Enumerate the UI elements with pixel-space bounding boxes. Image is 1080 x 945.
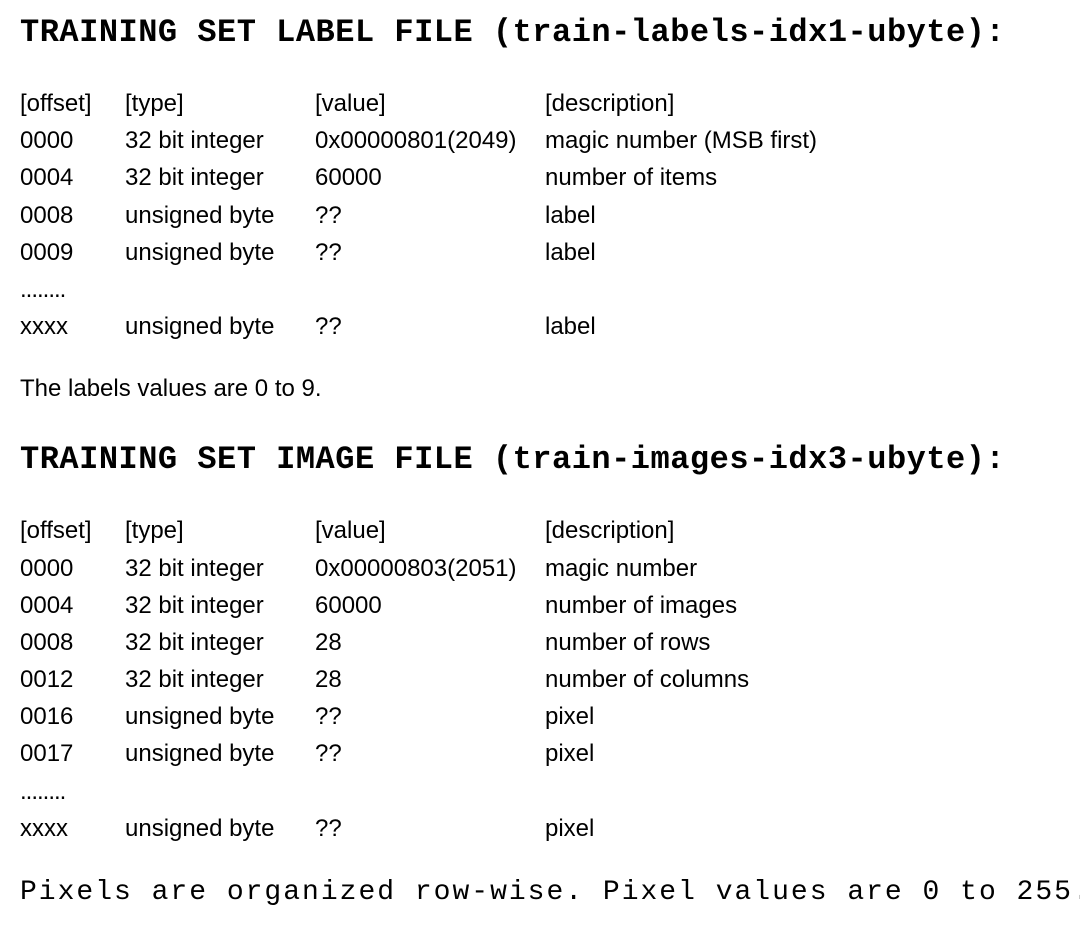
ellipsis-row: ........ (20, 773, 1060, 810)
cell-type: 32 bit integer (125, 661, 315, 698)
header-description: [description] (545, 512, 1060, 549)
header-description: [description] (545, 85, 1060, 122)
cell-offset: 0008 (20, 197, 125, 234)
cell-type: 32 bit integer (125, 624, 315, 661)
cell-offset: 0000 (20, 550, 125, 587)
ellipsis-row: ........ (20, 271, 1060, 308)
label-range-note: The labels values are 0 to 9. (20, 375, 1060, 403)
cell-description: number of items (545, 159, 1060, 196)
cell-value: 0x00000803(2051) (315, 550, 545, 587)
cell-value: ?? (315, 234, 545, 271)
table-header-row: [offset] [type] [value] [description] (20, 512, 1060, 549)
table-row: 0016 unsigned byte ?? pixel (20, 698, 1060, 735)
cell-type: unsigned byte (125, 197, 315, 234)
table-row: 0004 32 bit integer 60000 number of imag… (20, 587, 1060, 624)
cell-offset: 0012 (20, 661, 125, 698)
cell-description: label (545, 197, 1060, 234)
ellipsis: ........ (20, 773, 65, 810)
cell-value: ?? (315, 810, 545, 847)
cell-value: ?? (315, 308, 545, 345)
label-file-heading: TRAINING SET LABEL FILE (train-labels-id… (20, 14, 1060, 51)
cell-offset: 0000 (20, 122, 125, 159)
table-row: 0009 unsigned byte ?? label (20, 234, 1060, 271)
cell-type: unsigned byte (125, 234, 315, 271)
table-row: xxxx unsigned byte ?? label (20, 308, 1060, 345)
image-file-table: [offset] [type] [value] [description] 00… (20, 512, 1060, 847)
cell-offset: 0017 (20, 735, 125, 772)
table-row: xxxx unsigned byte ?? pixel (20, 810, 1060, 847)
cell-description: pixel (545, 810, 1060, 847)
cell-type: 32 bit integer (125, 159, 315, 196)
cell-offset: xxxx (20, 308, 125, 345)
table-row: 0008 unsigned byte ?? label (20, 197, 1060, 234)
cell-offset: 0004 (20, 587, 125, 624)
cell-offset: 0016 (20, 698, 125, 735)
cell-offset: 0009 (20, 234, 125, 271)
cell-value: 28 (315, 624, 545, 661)
cell-description: number of rows (545, 624, 1060, 661)
table-row: 0000 32 bit integer 0x00000801(2049) mag… (20, 122, 1060, 159)
image-file-heading: TRAINING SET IMAGE FILE (train-images-id… (20, 441, 1060, 478)
cell-value: 60000 (315, 587, 545, 624)
cell-description: number of images (545, 587, 1060, 624)
cell-description: pixel (545, 698, 1060, 735)
table-row: 0008 32 bit integer 28 number of rows (20, 624, 1060, 661)
cell-type: unsigned byte (125, 698, 315, 735)
cell-offset: 0008 (20, 624, 125, 661)
header-offset: [offset] (20, 85, 125, 122)
cell-type: 32 bit integer (125, 587, 315, 624)
cell-type: 32 bit integer (125, 122, 315, 159)
cell-value: 0x00000801(2049) (315, 122, 545, 159)
cell-description: label (545, 308, 1060, 345)
table-row: 0004 32 bit integer 60000 number of item… (20, 159, 1060, 196)
cell-offset: xxxx (20, 810, 125, 847)
cell-type: unsigned byte (125, 810, 315, 847)
table-header-row: [offset] [type] [value] [description] (20, 85, 1060, 122)
cell-value: 28 (315, 661, 545, 698)
cell-value: 60000 (315, 159, 545, 196)
cell-description: magic number (545, 550, 1060, 587)
cell-value: ?? (315, 197, 545, 234)
cell-type: 32 bit integer (125, 550, 315, 587)
table-row: 0000 32 bit integer 0x00000803(2051) mag… (20, 550, 1060, 587)
cell-description: number of columns (545, 661, 1060, 698)
header-type: [type] (125, 512, 315, 549)
table-row: 0017 unsigned byte ?? pixel (20, 735, 1060, 772)
cell-description: magic number (MSB first) (545, 122, 1060, 159)
cell-offset: 0004 (20, 159, 125, 196)
ellipsis: ........ (20, 271, 65, 308)
header-type: [type] (125, 85, 315, 122)
header-offset: [offset] (20, 512, 125, 549)
pixel-organization-note: Pixels are organized row-wise. Pixel val… (20, 877, 1060, 908)
cell-value: ?? (315, 735, 545, 772)
header-value: [value] (315, 512, 545, 549)
cell-description: label (545, 234, 1060, 271)
cell-type: unsigned byte (125, 735, 315, 772)
header-value: [value] (315, 85, 545, 122)
table-row: 0012 32 bit integer 28 number of columns (20, 661, 1060, 698)
cell-type: unsigned byte (125, 308, 315, 345)
cell-value: ?? (315, 698, 545, 735)
label-file-table: [offset] [type] [value] [description] 00… (20, 85, 1060, 345)
cell-description: pixel (545, 735, 1060, 772)
